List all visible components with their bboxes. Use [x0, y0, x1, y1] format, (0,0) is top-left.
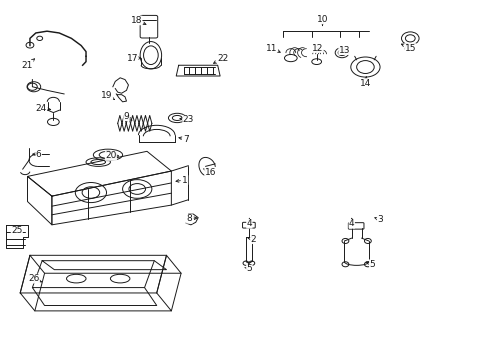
- Text: 10: 10: [316, 15, 327, 26]
- Text: 22: 22: [213, 54, 228, 63]
- Text: 3: 3: [374, 215, 382, 224]
- Text: 13: 13: [338, 46, 349, 55]
- Text: 1: 1: [176, 176, 187, 185]
- Text: 14: 14: [359, 77, 370, 88]
- Text: 24: 24: [35, 104, 51, 113]
- Text: 26: 26: [28, 274, 41, 283]
- Text: 8: 8: [186, 214, 197, 223]
- Text: 17: 17: [126, 54, 141, 63]
- Text: 20: 20: [105, 152, 118, 161]
- Text: 5: 5: [244, 265, 252, 274]
- Text: 2: 2: [247, 235, 256, 244]
- Text: 5: 5: [366, 260, 374, 269]
- Text: 11: 11: [265, 44, 280, 53]
- Text: 4: 4: [246, 219, 252, 228]
- Text: 18: 18: [130, 16, 146, 25]
- Text: 6: 6: [33, 150, 41, 159]
- Text: 4: 4: [348, 219, 354, 228]
- Text: 9: 9: [123, 112, 132, 121]
- Text: 21: 21: [22, 59, 35, 70]
- Text: 12: 12: [311, 44, 323, 53]
- Text: 16: 16: [203, 168, 216, 177]
- Text: 19: 19: [101, 91, 114, 100]
- Text: 15: 15: [401, 44, 415, 53]
- Text: 7: 7: [179, 135, 188, 144]
- Text: 23: 23: [180, 115, 194, 124]
- Text: 25: 25: [11, 226, 22, 235]
